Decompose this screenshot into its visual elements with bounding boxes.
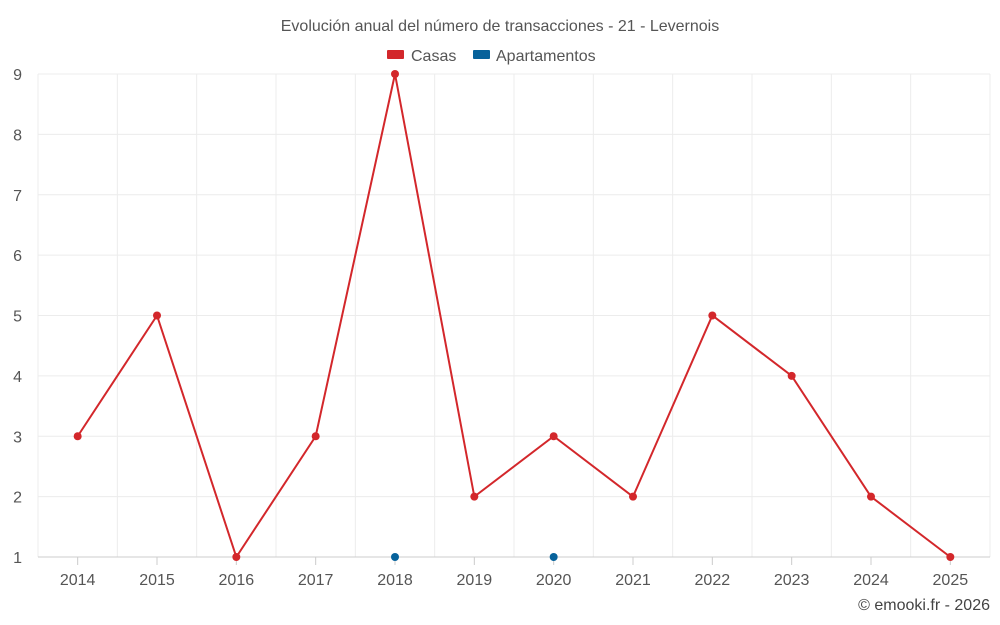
data-point-casas[interactable]: [708, 311, 717, 320]
x-tick-label: 2016: [219, 572, 255, 589]
x-tick-label: 2018: [377, 572, 413, 589]
data-point-casas[interactable]: [232, 553, 241, 561]
data-point-casas[interactable]: [867, 492, 875, 501]
data-point-apartamentos[interactable]: [549, 553, 558, 561]
x-tick-label: 2019: [457, 572, 493, 589]
y-tick-label: 5: [13, 309, 22, 326]
series-line-casas: [76, 73, 951, 560]
data-point-casas[interactable]: [946, 553, 955, 561]
x-tick-label: 2021: [615, 572, 651, 589]
x-tick-label: 2022: [695, 572, 731, 589]
series: [73, 70, 955, 561]
data-point-casas[interactable]: [629, 492, 637, 501]
x-tick-label: 2023: [774, 572, 810, 589]
credit-text: © emooki.fr - 2026: [858, 597, 990, 614]
x-tick-label: 2014: [60, 572, 96, 589]
data-point-casas[interactable]: [73, 432, 82, 441]
x-tick-label: 2024: [853, 572, 889, 589]
data-point-casas[interactable]: [391, 70, 399, 78]
x-tick-label: 2025: [933, 572, 969, 589]
data-point-casas[interactable]: [470, 492, 479, 501]
x-tick-label: 2017: [298, 572, 334, 589]
chart-title: Evolución anual del número de transaccio…: [281, 18, 719, 35]
data-point-casas[interactable]: [311, 432, 320, 441]
data-point-casas[interactable]: [787, 371, 796, 380]
y-tick-label: 6: [13, 248, 22, 265]
legend-swatch-apartamentos: [473, 50, 490, 59]
legend-item-casas[interactable]: Casas: [387, 48, 456, 65]
data-point-apartamentos[interactable]: [391, 553, 399, 561]
y-tick-label: 9: [13, 67, 22, 84]
y-tick-label: 8: [13, 127, 22, 144]
x-tick-label: 2015: [139, 572, 175, 589]
x-tick-label: 2020: [536, 572, 572, 589]
legend-label-casas: Casas: [411, 48, 456, 65]
axes: 1 2 3 4 5 6 7 8 9 2014 2015 2016 2017 2018 2019 2020 202…: [13, 67, 990, 589]
grid: [37, 73, 991, 557]
legend-swatch-casas: [387, 50, 404, 59]
y-tick-label: 1: [13, 550, 22, 567]
y-tick-label: 2: [13, 490, 22, 507]
y-tick-label: 7: [13, 188, 22, 205]
data-point-casas[interactable]: [153, 311, 161, 320]
data-point-casas[interactable]: [549, 432, 558, 441]
y-tick-label: 3: [13, 429, 22, 446]
y-tick-label: 4: [13, 369, 22, 386]
legend-item-apartamentos[interactable]: Apartamentos: [473, 48, 596, 65]
legend-label-apartamentos: Apartamentos: [496, 48, 596, 65]
legend: Casas Apartamentos: [387, 48, 596, 65]
